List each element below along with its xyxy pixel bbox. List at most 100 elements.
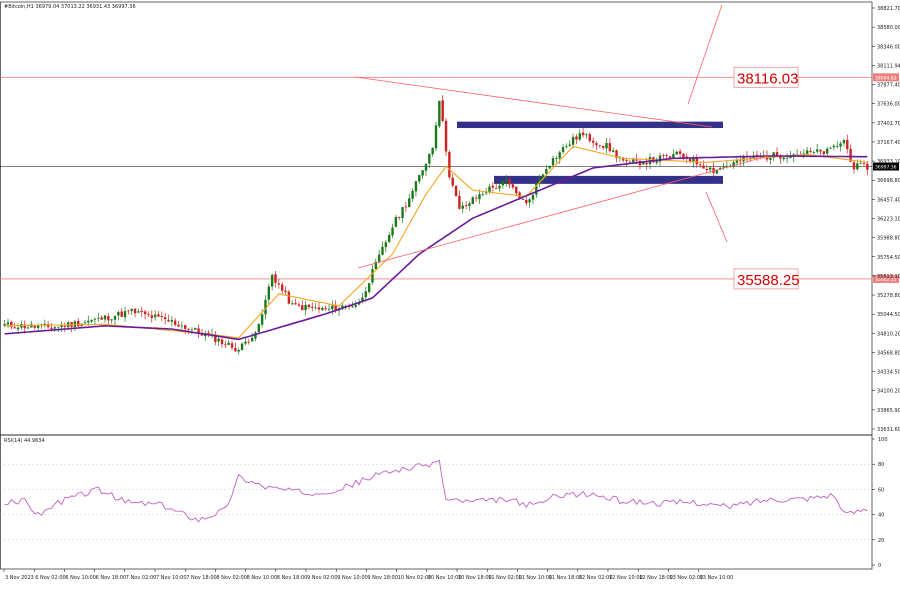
candle-body xyxy=(635,158,638,161)
y-tick-label: 34100.20 xyxy=(877,389,900,395)
candle-body xyxy=(682,153,685,158)
x-tick-label: 10 Nov 18:00 xyxy=(458,575,492,581)
candle-body xyxy=(244,341,247,344)
candle-body xyxy=(428,153,431,164)
x-tick-label: 7 Nov 18:00 xyxy=(186,575,217,581)
y-tick-label: 33865.90 xyxy=(877,408,900,414)
candle-body xyxy=(688,158,692,163)
candle-body xyxy=(36,325,40,328)
candle-body xyxy=(187,328,190,330)
candle-body xyxy=(836,146,839,148)
candle-body xyxy=(371,269,374,283)
candle-body xyxy=(441,100,444,121)
candle-body xyxy=(277,283,281,285)
x-tick-label: 11 Nov 10:00 xyxy=(518,575,552,581)
candle-body xyxy=(247,341,250,343)
candle-body xyxy=(645,162,648,165)
candle-body xyxy=(708,167,712,170)
candle-body xyxy=(846,139,849,150)
x-tick-label: 3 Nov 2023 xyxy=(5,575,34,581)
candle-body xyxy=(628,161,632,163)
level-price-tag: 38094.62 xyxy=(875,75,897,81)
x-tick-label: 9 Nov 10:00 xyxy=(337,575,368,581)
candle-body xyxy=(528,199,531,203)
candle-body xyxy=(815,149,819,152)
candle-body xyxy=(177,324,180,327)
candle-body xyxy=(87,320,90,323)
candle-body xyxy=(672,154,675,158)
candle-body xyxy=(224,344,227,346)
candle-body xyxy=(301,305,304,311)
candle-body xyxy=(535,183,538,195)
candle-body xyxy=(568,144,571,146)
level-label: 35588.25 xyxy=(737,272,800,289)
candle-body xyxy=(662,155,665,156)
candle-body xyxy=(421,170,424,176)
candle-body xyxy=(511,184,515,188)
x-tick-label: 9 Nov 02:00 xyxy=(307,575,338,581)
candle-body xyxy=(180,325,184,327)
candle-body xyxy=(749,157,752,159)
candle-body xyxy=(220,339,224,345)
trendline-lower xyxy=(357,155,769,269)
candle-body xyxy=(494,188,498,189)
candle-body xyxy=(722,166,725,168)
candle-body xyxy=(498,185,501,189)
candle-body xyxy=(481,193,485,195)
candle-body xyxy=(364,291,367,298)
candle-body xyxy=(655,161,658,163)
y-tick-label: 35513.10 xyxy=(877,274,900,280)
candle-body xyxy=(317,307,321,310)
y-tick-label: 34810.20 xyxy=(877,331,900,337)
candle-body xyxy=(120,311,123,317)
candle-body xyxy=(852,162,856,170)
candle-body xyxy=(53,327,57,329)
candle-body xyxy=(809,150,812,153)
y-tick-label: 38821.70 xyxy=(877,6,900,12)
candle-body xyxy=(642,162,645,165)
candle-body xyxy=(107,316,110,321)
candle-body xyxy=(13,327,16,329)
candle-body xyxy=(414,181,418,192)
candle-body xyxy=(665,155,668,156)
candle-body xyxy=(491,185,495,188)
x-tick-label: 6 Nov 02:00 xyxy=(35,575,66,581)
y-tick-label: 34334.50 xyxy=(877,370,900,376)
y-tick-label: 35988.80 xyxy=(877,236,900,242)
candle-body xyxy=(829,147,832,149)
y-tick-label: 36933.10 xyxy=(877,159,900,165)
candle-body xyxy=(374,261,378,269)
candle-body xyxy=(173,320,177,325)
x-tick-label: 11 Nov 02:00 xyxy=(488,575,522,581)
y-tick-label: 38346.00 xyxy=(877,44,900,50)
level-price-tag: 35602.15 xyxy=(875,277,897,283)
level-label: 38116.03 xyxy=(737,70,798,87)
projection-down xyxy=(705,191,728,243)
x-tick-label: 7 Nov 10:00 xyxy=(156,575,187,581)
candle-body xyxy=(668,156,672,158)
ma-slow-line xyxy=(4,155,868,341)
candle-body xyxy=(598,145,602,146)
sr-zone xyxy=(457,121,723,129)
candle-body xyxy=(508,179,511,185)
y-tick-label: 37877.40 xyxy=(877,83,900,89)
candle-body xyxy=(622,158,625,161)
candle-body xyxy=(488,186,491,193)
candle-body xyxy=(805,150,809,154)
y-tick-label: 37401.70 xyxy=(877,121,900,127)
candle-body xyxy=(123,311,127,318)
candle-body xyxy=(50,327,53,329)
candle-body xyxy=(581,132,585,136)
candle-body xyxy=(294,303,297,305)
candle-body xyxy=(839,143,842,147)
candle-body xyxy=(595,143,598,146)
candle-body xyxy=(93,318,97,320)
x-tick-label: 7 Nov 02:00 xyxy=(126,575,157,581)
candle-body xyxy=(351,306,354,308)
candle-body xyxy=(484,192,488,194)
candle-body xyxy=(260,314,264,325)
candle-body xyxy=(782,157,785,160)
candle-body xyxy=(230,343,234,348)
rsi-pane-frame xyxy=(0,434,873,570)
candle-body xyxy=(769,157,772,160)
